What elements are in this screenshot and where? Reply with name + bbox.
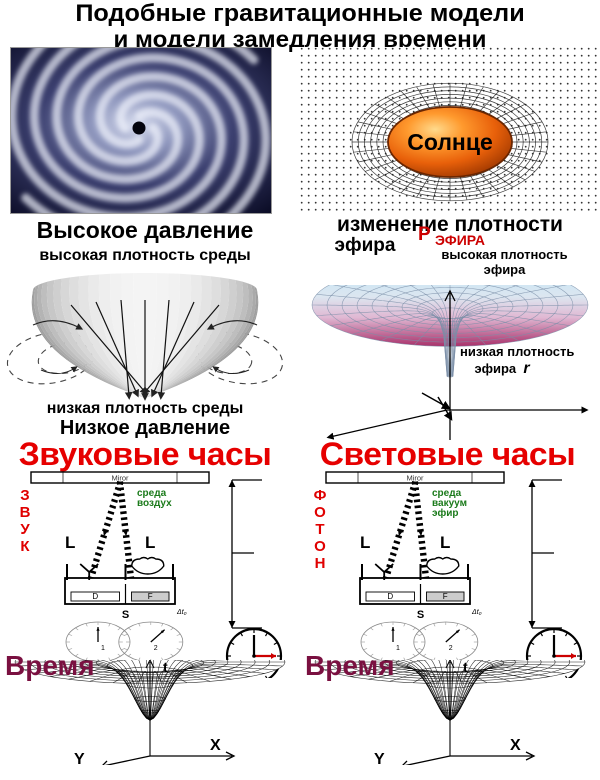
svg-text:D: D: [92, 592, 98, 601]
svg-text:эфир: эфир: [432, 507, 459, 519]
svg-text:О: О: [314, 504, 326, 521]
svg-text:D: D: [387, 592, 393, 601]
svg-text:Δt₀: Δt₀: [176, 609, 187, 616]
svg-text:Y: Y: [74, 751, 85, 765]
svg-text:У: У: [20, 521, 30, 538]
svg-text:F: F: [443, 592, 448, 601]
svg-text:L: L: [65, 533, 75, 552]
svg-text:Солнце: Солнце: [407, 129, 493, 155]
svg-text:X: X: [510, 737, 521, 754]
svg-text:X: X: [210, 737, 221, 754]
svg-text:L: L: [360, 533, 370, 552]
svg-text:К: К: [20, 538, 30, 555]
svg-text:Δt₀: Δt₀: [471, 609, 482, 616]
svg-text:F: F: [148, 592, 153, 601]
svg-text:Miror: Miror: [406, 474, 424, 483]
svg-text:Т: Т: [315, 521, 324, 538]
svg-text:Miror: Miror: [111, 474, 129, 483]
svg-text:S: S: [122, 609, 129, 621]
svg-text:О: О: [314, 538, 326, 555]
svg-text:L: L: [145, 533, 155, 552]
svg-text:В: В: [20, 504, 31, 521]
svg-text:З: З: [20, 487, 29, 504]
svg-text:Н: Н: [315, 555, 326, 572]
svg-text:воздух: воздух: [137, 498, 172, 509]
svg-text:Ф: Ф: [314, 487, 327, 504]
svg-text:L: L: [440, 533, 450, 552]
svg-text:Y: Y: [374, 751, 385, 765]
svg-text:S: S: [417, 609, 424, 621]
